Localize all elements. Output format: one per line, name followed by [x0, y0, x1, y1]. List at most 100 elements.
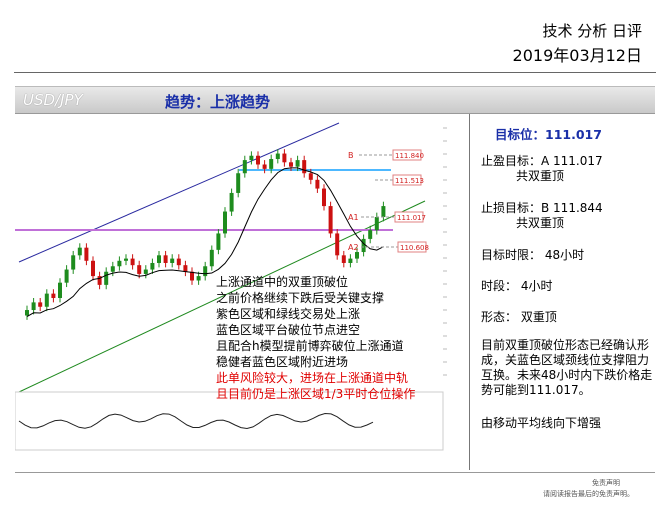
note-line: 稳健者蓝色区域附近进场 — [216, 355, 349, 369]
candle-body — [84, 247, 89, 261]
candle-body — [51, 293, 56, 298]
header-divider — [14, 72, 656, 73]
level-price: 110.608 — [400, 244, 429, 252]
target-price: 目标位：111.017 — [495, 127, 602, 142]
candle-body — [64, 269, 69, 283]
note-line: 且配合h模型提前博弈破位上涨通道 — [216, 339, 404, 353]
report-title: 技术 分析 日评 — [542, 22, 642, 40]
candle-body — [170, 258, 175, 263]
candle-body — [355, 252, 359, 259]
candle-body — [130, 258, 135, 266]
note-line: 上涨通道中的双重顶破位 — [216, 275, 349, 289]
candle-body — [322, 188, 326, 207]
report-date: 2019年03月12日 — [512, 46, 642, 65]
candle-body — [58, 282, 62, 298]
level-price-box — [394, 211, 424, 223]
stop-loss-pattern: 共双重顶 — [516, 216, 565, 230]
candle-group — [25, 149, 386, 320]
level-price: 111.840 — [395, 152, 424, 160]
price-scale — [443, 127, 447, 376]
candle-body — [216, 233, 221, 250]
risk-note-line: 且目前仍是上涨区域1/3平时仓位操作 — [216, 387, 416, 401]
candle-body — [289, 162, 293, 167]
candle-body — [295, 160, 300, 167]
candle-body — [91, 260, 95, 277]
channel-upper-line — [18, 122, 340, 263]
candle-body — [282, 153, 287, 163]
analysis-description: 目前双重顶破位形态已经确认形成，关蓝色区域颈线位支撑阻力互换。未来48小时内下跌… — [481, 338, 653, 397]
oscillator-line — [18, 412, 374, 430]
candle-body — [223, 211, 227, 234]
level-price-box — [392, 149, 422, 161]
stop-loss-label: 止损目标：B 111.844 — [481, 201, 603, 215]
take-profit-label: 止盈目标：A 111.017 — [481, 154, 603, 168]
level-price-box — [392, 174, 422, 186]
level-price: 111.513 — [395, 177, 424, 185]
candle-body — [97, 276, 102, 285]
candle-body — [335, 233, 340, 256]
level-price-box — [397, 241, 427, 253]
candle-body — [302, 160, 307, 174]
candle-body — [381, 206, 386, 218]
candle-body — [150, 262, 155, 270]
level-price: 111.017 — [397, 214, 426, 222]
candle-body — [236, 173, 241, 193]
candle-body — [341, 255, 346, 263]
candle-body — [71, 255, 76, 270]
price-chart: B 111.840 111.513 A1 111.017 A2 110.608 — [14, 122, 447, 451]
candle-body — [143, 269, 148, 274]
price-levels: B 111.840 111.513 A1 111.017 A2 110.608 — [348, 149, 429, 253]
level-tag: B — [348, 151, 354, 160]
candle-body — [44, 293, 49, 307]
candle-body — [25, 310, 29, 316]
candle-body — [196, 276, 201, 281]
candle-body — [38, 302, 43, 307]
oscillator-panel — [14, 391, 444, 451]
timeframe-limit: 目标时限： 48小时 — [481, 248, 585, 262]
take-profit-pattern: 共双重顶 — [516, 169, 565, 183]
moving-average-line — [26, 167, 384, 318]
note-line: 紫色区域和绿线交易处上涨 — [216, 307, 361, 321]
candle-body — [137, 265, 142, 274]
candle-body — [275, 153, 280, 160]
currency-pair: USD/JPY — [23, 91, 83, 109]
level-tag: A1 — [348, 213, 359, 222]
panel-divider — [469, 114, 470, 470]
candle-body — [229, 192, 234, 212]
disclaimer-text: 请阅读报告最后的免责声明。 — [543, 490, 634, 498]
level-tag: A2 — [348, 243, 359, 252]
candle-body — [117, 260, 122, 267]
footer-divider — [15, 472, 655, 473]
candle-body — [361, 238, 366, 253]
candle-body — [183, 265, 188, 272]
chart-period: 时段： 4小时 — [481, 279, 553, 293]
candle-body — [368, 230, 373, 239]
candle-body — [176, 258, 181, 266]
disclaimer-title: 免责声明 — [592, 479, 620, 487]
candle-body — [31, 302, 36, 311]
candle-body — [348, 258, 353, 263]
candle-body — [242, 160, 247, 174]
chart-pattern: 形态： 双重顶 — [481, 310, 557, 324]
candle-body — [190, 271, 194, 281]
risk-note-line: 此单风险较大，进场在上涨通道中轨 — [216, 371, 409, 385]
candle-body — [110, 266, 115, 272]
candle-body — [209, 249, 214, 267]
candle-body — [124, 258, 128, 261]
analysis-notes: 上涨通道中的双重顶破位 之前价格继续下跌后受关键支撑 紫色区域和绿线交易处上涨 … — [216, 274, 415, 402]
note-line: 之前价格继续下跌后受关键支撑 — [216, 291, 385, 305]
candle-body — [163, 255, 168, 263]
note-line: 蓝色区域平台破位节点进空 — [216, 323, 361, 337]
candle-body — [269, 159, 274, 169]
candle-body — [104, 271, 109, 285]
candle-body — [157, 255, 161, 263]
candle-body — [374, 217, 379, 231]
candle-body — [315, 179, 320, 189]
title-bar: USD/JPY 趋势：上涨趋势 — [15, 86, 655, 114]
channel-lower-line — [18, 200, 426, 393]
moving-average-note: 由移动平均线向下增强 — [481, 416, 602, 430]
candle-body — [203, 266, 208, 277]
candle-body — [77, 247, 82, 256]
candle-body — [249, 155, 254, 161]
chart-area: B 111.840 111.513 A1 111.017 A2 110.608 — [14, 114, 467, 474]
